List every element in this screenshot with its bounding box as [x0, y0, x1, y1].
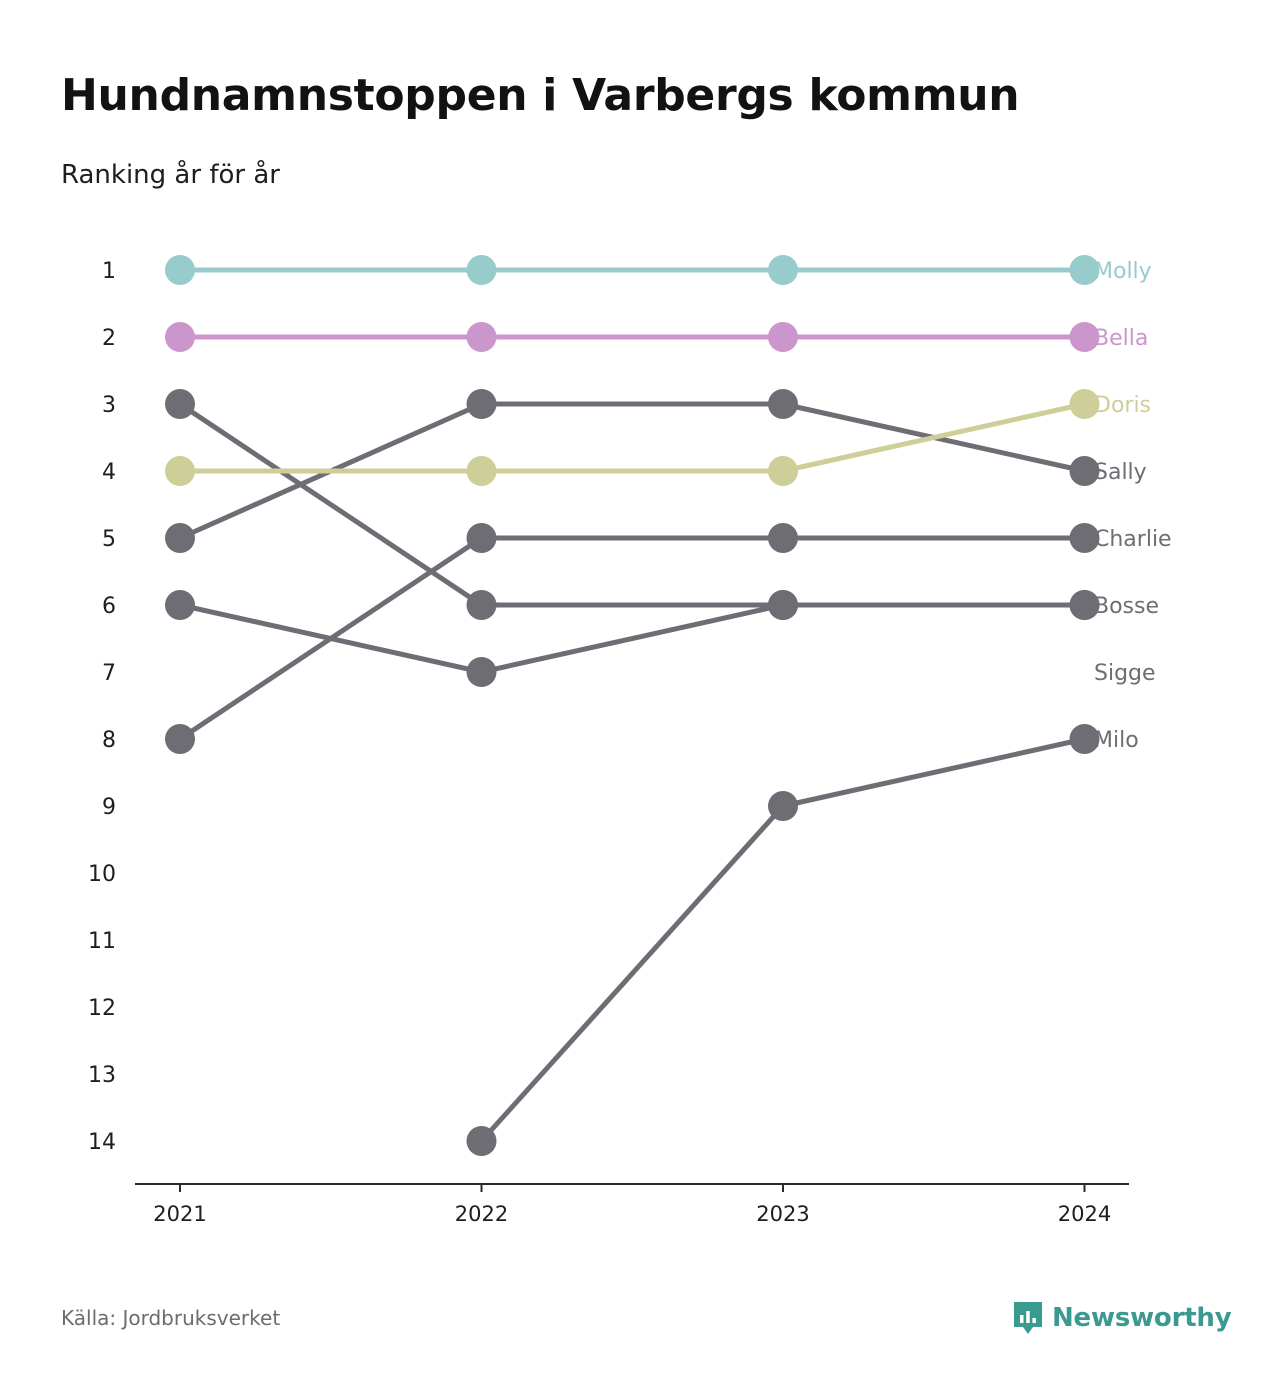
x-tick-label: 2021 [153, 1202, 206, 1226]
data-point-doris [1069, 389, 1100, 419]
y-tick-label: 3 [102, 393, 116, 418]
data-point-bella [165, 322, 195, 352]
data-point-sigge [165, 724, 195, 754]
data-point-sally [466, 389, 497, 419]
data-point-charlie [165, 389, 195, 419]
series-label-sigge: Sigge [1094, 661, 1156, 686]
y-tick-label: 13 [88, 1063, 116, 1088]
series-label-milo: Milo [1094, 728, 1139, 753]
y-tick-label: 2 [102, 326, 116, 351]
y-tick-label: 5 [102, 527, 116, 552]
data-point-sigge [768, 523, 798, 553]
chart-title: Hundnamnstoppen i Varbergs kommun [61, 70, 1020, 121]
data-point-molly [466, 255, 497, 285]
series-label-bosse: Bosse [1094, 594, 1159, 619]
newsworthy-logo: Newsworthy [1012, 1300, 1232, 1336]
y-tick-label: 7 [102, 661, 116, 686]
y-tick-label: 4 [102, 460, 116, 485]
data-point-sally [768, 389, 798, 419]
source-note: Källa: Jordbruksverket [61, 1306, 281, 1330]
data-point-bella [466, 322, 497, 352]
series-label-bella: Bella [1094, 326, 1148, 351]
series-label-sally: Sally [1094, 460, 1147, 485]
brand-name: Newsworthy [1052, 1303, 1232, 1333]
data-point-molly [1069, 255, 1100, 285]
series-line-bosse [177, 602, 1087, 675]
y-tick-label: 8 [102, 728, 116, 753]
data-point-charlie [768, 590, 798, 620]
data-point-doris [165, 456, 195, 486]
x-tick-label: 2022 [455, 1202, 508, 1226]
data-point-sally [165, 523, 195, 553]
series-line-doris [177, 401, 1087, 474]
y-tick-label: 12 [88, 996, 116, 1021]
x-tick-label: 2024 [1058, 1202, 1111, 1226]
y-tick-label: 11 [88, 929, 116, 954]
data-point-charlie [466, 590, 497, 620]
series-line-charlie [177, 401, 1087, 608]
data-point-milo [466, 1126, 497, 1156]
data-point-bosse [466, 657, 497, 687]
data-point-sally [1069, 456, 1100, 486]
series-label-doris: Doris [1094, 393, 1151, 418]
series-label-charlie: Charlie [1094, 527, 1172, 552]
data-point-molly [165, 255, 195, 285]
data-point-bella [1069, 322, 1100, 352]
y-tick-label: 10 [88, 862, 116, 887]
data-point-doris [768, 456, 798, 486]
data-point-milo [1069, 724, 1100, 754]
y-tick-label: 1 [102, 259, 116, 284]
data-point-charlie [1069, 590, 1100, 620]
data-point-molly [768, 255, 798, 285]
newsworthy-logo-icon [1014, 1302, 1042, 1334]
chart-subtitle: Ranking år för år [61, 160, 280, 190]
data-point-sigge [466, 523, 497, 553]
y-tick-label: 9 [102, 795, 116, 820]
data-point-sigge [1069, 523, 1100, 553]
data-point-doris [466, 456, 497, 486]
series-label-molly: Molly [1094, 259, 1152, 284]
y-tick-label: 6 [102, 594, 116, 619]
y-tick-label: 14 [88, 1130, 116, 1155]
x-tick-label: 2023 [756, 1202, 809, 1226]
data-point-bosse [165, 590, 195, 620]
data-point-bella [768, 322, 798, 352]
data-point-milo [768, 791, 798, 821]
